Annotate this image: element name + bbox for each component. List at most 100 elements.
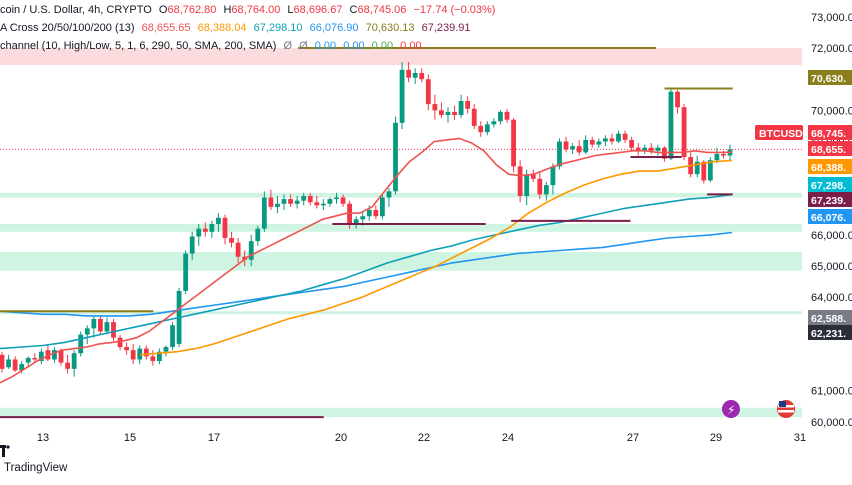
price-tag-value-4: 67,239.	[811, 195, 846, 207]
candle-body-82	[537, 178, 543, 195]
ma-cross-label: A Cross 20/50/100/200 (13)	[0, 22, 135, 34]
candle-body-1	[6, 359, 11, 368]
candle-body-72	[471, 108, 477, 126]
candle-body-41	[268, 197, 274, 207]
ma200-value: 66,076.90	[309, 22, 359, 34]
price-tag-value-7: 62,588.	[811, 313, 846, 325]
candle-body-71	[465, 100, 471, 109]
ma100-value: 67,298.10	[253, 22, 303, 34]
price-tag-value-1: 68,655.	[811, 144, 846, 156]
candle-body-98	[642, 147, 648, 151]
candle-body-22	[143, 348, 149, 357]
candle-body-5	[32, 357, 38, 360]
channel-symbol-1: Ø	[283, 40, 293, 52]
candle-body-87	[570, 146, 575, 150]
candle-body-108	[707, 160, 713, 181]
x-tick-label-7: 29	[710, 432, 722, 444]
header-channel[interactable]: channel (10, High/Low, 5, 1, 6, 290, 50,…	[0, 39, 426, 53]
candle-body-49	[320, 203, 326, 206]
candle-body-65	[425, 79, 431, 105]
candle-body-78	[511, 119, 516, 167]
candle-body-46	[301, 195, 307, 201]
candle-body-81	[530, 174, 536, 179]
candle-body-21	[137, 348, 143, 360]
candle-body-64	[419, 72, 425, 80]
ma50-line	[139, 159, 733, 356]
candle-body-79	[517, 166, 523, 196]
candle-body-110	[721, 153, 726, 156]
x-tick-label-8: 31	[794, 432, 806, 444]
candle-body-18	[117, 337, 123, 348]
y-tick-label-1: 72,000.00	[811, 43, 852, 55]
candle-body-38	[248, 241, 254, 260]
candle-body-44	[288, 199, 293, 204]
candle-body-90	[589, 139, 595, 145]
candle-body-50	[327, 199, 333, 204]
flash-event-icon	[722, 400, 740, 418]
candle-body-6	[38, 351, 44, 362]
symbol-tag-label: BTCUSD	[759, 128, 803, 140]
ma20-value: 68,655.65	[141, 22, 191, 34]
channel-value-4: 0.00	[400, 40, 422, 52]
flash-glyph: ⚡	[727, 403, 735, 417]
change-value: −17.74 (−0.03%)	[413, 4, 496, 16]
candle-body-77	[504, 111, 510, 120]
candle-body-70	[458, 100, 464, 116]
ma20-line	[0, 137, 733, 384]
tradingview-logo-icon	[0, 445, 10, 457]
candle-body-10	[65, 362, 70, 369]
x-tick-label-2: 17	[208, 432, 220, 444]
price-tag-bg-2	[808, 159, 852, 174]
ma100-line	[0, 193, 733, 350]
price-tag-value-5: 66,076.	[811, 212, 846, 224]
header-ohlc: coin / U.S. Dollar, 4h, CRYPTO O68,762.8…	[0, 3, 499, 17]
candle-body-40	[261, 197, 267, 229]
header-ma-cross[interactable]: A Cross 20/50/100/200 (13) 68,655.65 68,…	[0, 21, 475, 35]
candle-body-63	[412, 72, 418, 78]
candle-body-83	[543, 185, 549, 195]
candle-body-104	[681, 107, 687, 158]
ohlc-low: L68,696.67	[287, 4, 343, 16]
price-tag-value-6: 70,630.	[811, 73, 846, 85]
x-tick-label-0: 13	[37, 432, 49, 444]
price-tag-value-8: 62,231.	[811, 328, 846, 340]
price-tag-bg-7	[808, 310, 852, 325]
candle-body-106	[694, 161, 700, 175]
price-tag-bg-6	[808, 70, 852, 85]
price-tag-bg-0	[808, 125, 852, 140]
candle-body-103	[675, 91, 680, 108]
us-flag-canton	[779, 401, 786, 407]
candle-body-85	[557, 141, 562, 167]
candle-body-94	[616, 133, 621, 142]
channel-symbol-2: Ø	[299, 40, 308, 52]
price-tag-bg-3	[808, 177, 852, 192]
candle-body-26	[170, 325, 175, 348]
ma-extra-2: 67,239.91	[421, 22, 471, 34]
zone-4	[0, 311, 802, 315]
candle-body-97	[635, 147, 641, 151]
candle-body-84	[550, 166, 556, 186]
candle-body-59	[386, 191, 392, 198]
candle-body-29	[189, 236, 195, 254]
ma200-line	[0, 231, 733, 317]
candle-body-30	[196, 228, 202, 237]
candle-body-4	[25, 357, 31, 363]
candle-body-11	[71, 353, 77, 369]
candle-body-43	[281, 199, 287, 204]
candle-body-36	[235, 242, 241, 257]
y-tick-label-4: 66,000.00	[811, 230, 852, 242]
candle-body-31	[202, 228, 208, 232]
candle-body-20	[130, 350, 136, 360]
candle-body-9	[58, 350, 64, 363]
ohlc-close: C68,745.06	[349, 4, 407, 16]
tradingview-brand[interactable]: TradingView	[4, 462, 68, 474]
candle-body-80	[524, 174, 530, 196]
candle-body-28	[183, 253, 189, 291]
candle-body-39	[255, 228, 261, 242]
candle-body-8	[52, 350, 57, 360]
candle-body-52	[340, 197, 346, 204]
x-tick-label-1: 15	[124, 432, 136, 444]
candle-body-107	[701, 161, 707, 181]
price-tag-value-2: 68,388.	[811, 162, 846, 174]
